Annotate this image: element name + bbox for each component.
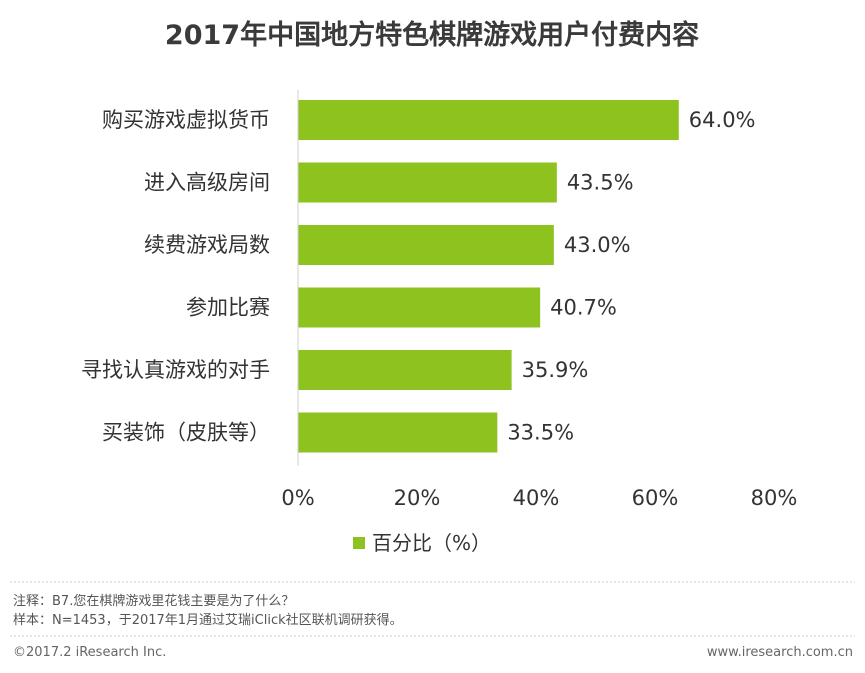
legend: 百分比（%）: [353, 531, 491, 555]
value-label: 64.0%: [689, 108, 756, 132]
bar: [298, 162, 557, 203]
bar: [298, 287, 541, 328]
value-label: 40.7%: [550, 296, 617, 320]
bars-group: 购买游戏虚拟货币 64.0% 进入高级房间 43.5% 续费游戏局数 43.0% 参加比赛 4…: [81, 90, 756, 466]
category-label: 续费游戏局数: [144, 233, 270, 257]
x-tick-label: 20%: [394, 486, 441, 510]
x-tick-label: 40%: [513, 486, 560, 510]
x-tick-label: 60%: [632, 486, 679, 510]
legend-label: 百分比（%）: [372, 531, 491, 555]
value-label: 33.5%: [507, 421, 574, 445]
footer-copyright: ©2017.2 iResearch Inc.: [13, 645, 166, 660]
bar: [298, 412, 498, 453]
bar: [298, 350, 512, 390]
legend-swatch: [353, 537, 365, 549]
note-sample: 样本：N=1453，于2017年1月通过艾瑞iClick社区联机调研获得。: [13, 612, 403, 628]
category-label: 购买游戏虚拟货币: [102, 108, 270, 132]
category-label: 买装饰（皮肤等）: [102, 421, 270, 445]
x-tick-label: 0%: [281, 486, 314, 510]
x-axis: 0% 20% 40% 60% 80%: [281, 486, 797, 510]
category-label: 寻找认真游戏的对手: [81, 358, 270, 382]
chart-title: 2017年中国地方特色棋牌游戏用户付费内容: [165, 19, 699, 51]
footer-website: www.iresearch.com.cn: [707, 645, 853, 660]
value-label: 43.0%: [564, 233, 631, 257]
bar: [298, 225, 554, 265]
x-tick-label: 80%: [751, 486, 798, 510]
category-label: 参加比赛: [186, 296, 270, 320]
value-label: 35.9%: [522, 358, 589, 382]
value-label: 43.5%: [567, 171, 634, 195]
bar: [298, 100, 679, 140]
category-label: 进入高级房间: [144, 171, 270, 195]
note-question: 注释：B7.您在棋牌游戏里花钱主要是为了什么？: [13, 593, 294, 609]
